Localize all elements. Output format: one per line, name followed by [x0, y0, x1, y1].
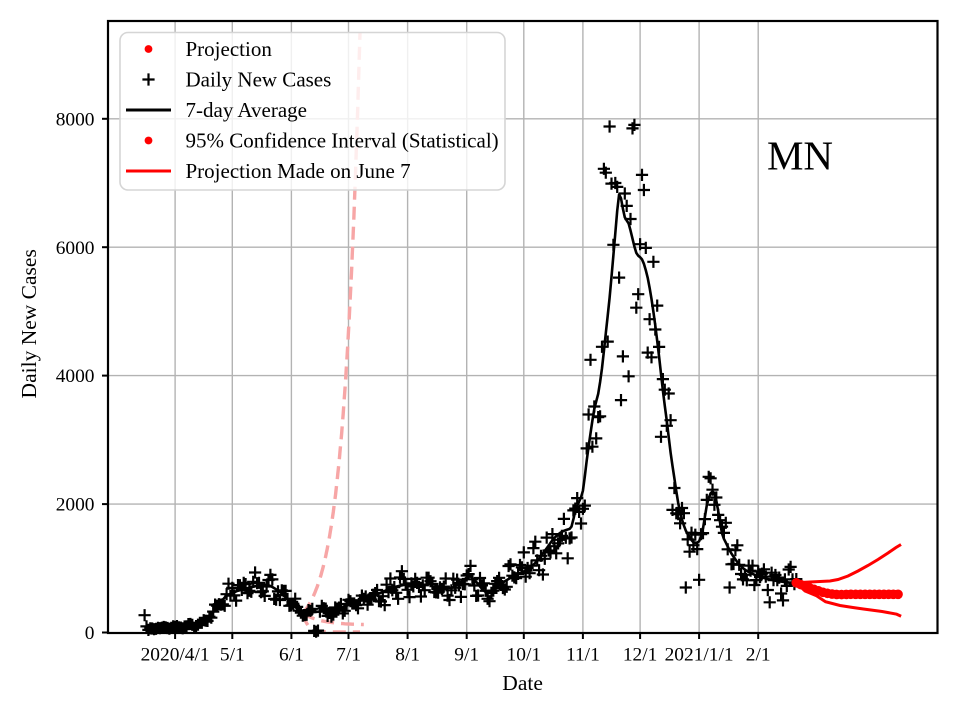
- svg-text:4000: 4000: [56, 366, 95, 387]
- svg-text:7-day Average: 7-day Average: [186, 98, 307, 122]
- svg-text:2020/4/1: 2020/4/1: [141, 645, 210, 666]
- svg-text:Projection Made on June 7: Projection Made on June 7: [186, 159, 411, 183]
- svg-text:10/1: 10/1: [507, 645, 541, 666]
- svg-text:2/1: 2/1: [746, 645, 771, 666]
- svg-text:8/1: 8/1: [395, 645, 420, 666]
- svg-text:Daily New Cases: Daily New Cases: [186, 68, 332, 92]
- svg-text:11/1: 11/1: [566, 645, 600, 666]
- svg-text:7/1: 7/1: [336, 645, 361, 666]
- svg-text:Projection: Projection: [186, 37, 273, 61]
- svg-text:6000: 6000: [56, 238, 95, 259]
- svg-text:12/1: 12/1: [623, 645, 657, 666]
- svg-text:95% Confidence Interval (Stati: 95% Confidence Interval (Statistical): [186, 129, 499, 153]
- svg-text:Daily New Cases: Daily New Cases: [17, 249, 41, 398]
- svg-text:6/1: 6/1: [279, 645, 304, 666]
- svg-text:2000: 2000: [56, 495, 95, 516]
- svg-text:0: 0: [85, 623, 95, 644]
- svg-text:9/1: 9/1: [454, 645, 479, 666]
- svg-text:2021/1/1: 2021/1/1: [665, 645, 734, 666]
- svg-text:MN: MN: [767, 133, 833, 179]
- svg-text:8000: 8000: [56, 109, 95, 130]
- svg-text:Date: Date: [502, 671, 543, 695]
- svg-text:5/1: 5/1: [220, 645, 245, 666]
